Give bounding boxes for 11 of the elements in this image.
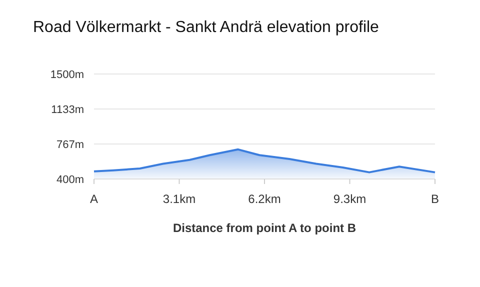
y-tick-label: 767m	[56, 138, 84, 151]
y-tick-label: 400m	[56, 174, 84, 186]
x-tick-label: 6.2km	[248, 192, 281, 206]
x-tick-label: A	[90, 192, 98, 206]
x-tick-label: B	[430, 192, 440, 206]
x-tick-label: 3.1km	[162, 192, 196, 206]
x-tick-label: 9.3km	[333, 192, 366, 206]
y-tick-label: 1133m	[51, 104, 84, 116]
y-tick-label: 1500m	[50, 69, 84, 81]
x-axis-title: Distance from point A to point B	[172, 221, 356, 235]
chart-title: Road Völkermarkt - Sankt Andrä elevation profile	[33, 19, 380, 36]
